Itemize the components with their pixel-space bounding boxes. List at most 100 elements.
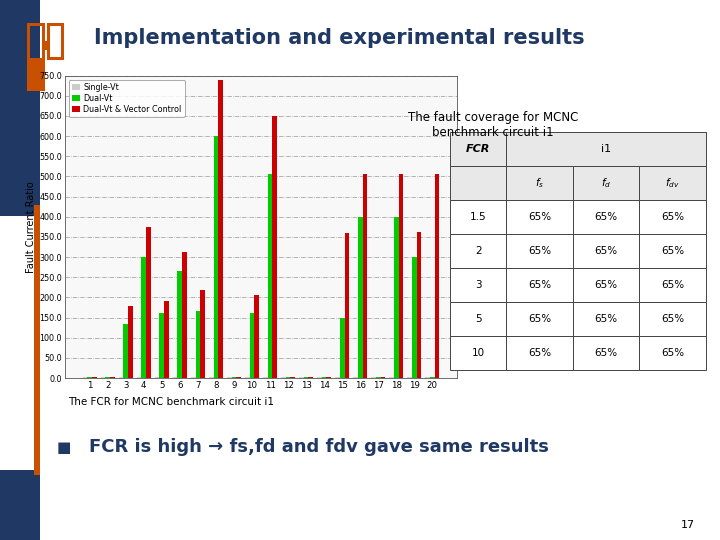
Bar <box>299 377 304 378</box>
Bar <box>408 377 412 378</box>
Bar <box>450 166 506 200</box>
Bar <box>146 227 150 378</box>
Text: 2: 2 <box>474 246 482 256</box>
Bar <box>506 336 572 370</box>
Bar <box>29 58 42 89</box>
Bar <box>227 377 232 378</box>
Bar <box>191 377 196 378</box>
Text: 65%: 65% <box>594 246 618 256</box>
Text: 65%: 65% <box>594 212 618 222</box>
Bar <box>506 234 572 268</box>
Text: The FCR for MCNC benchmark circuit i1: The FCR for MCNC benchmark circuit i1 <box>68 397 274 407</box>
Bar <box>639 336 706 370</box>
Bar <box>254 294 259 378</box>
Bar <box>141 257 146 378</box>
Bar <box>381 377 385 378</box>
Bar <box>290 377 295 378</box>
Bar <box>450 234 506 268</box>
Bar <box>430 377 435 378</box>
Bar <box>42 41 48 50</box>
Text: 65%: 65% <box>528 212 551 222</box>
Bar <box>639 234 706 268</box>
Bar <box>308 377 313 378</box>
Bar <box>286 377 290 378</box>
Text: i1: i1 <box>601 144 611 154</box>
Bar <box>322 377 326 378</box>
Bar <box>372 377 376 378</box>
Bar <box>335 377 340 378</box>
Bar <box>137 377 141 378</box>
Text: 65%: 65% <box>594 314 618 324</box>
Bar <box>304 377 308 378</box>
Text: 65%: 65% <box>594 348 618 358</box>
Text: $f_d$: $f_d$ <box>600 177 611 190</box>
Bar <box>506 302 572 336</box>
Text: 65%: 65% <box>528 314 551 324</box>
Text: 65%: 65% <box>661 314 684 324</box>
Bar <box>417 232 421 378</box>
Bar <box>390 377 394 378</box>
Bar <box>450 302 506 336</box>
Bar <box>110 377 114 378</box>
Text: FCR is high → fs,fd and fdv gave same results: FCR is high → fs,fd and fdv gave same re… <box>89 438 549 456</box>
Bar <box>572 302 639 336</box>
Bar <box>506 200 572 234</box>
Text: 5: 5 <box>474 314 482 324</box>
Y-axis label: Fault Current Ratio: Fault Current Ratio <box>27 181 37 273</box>
Bar <box>506 166 572 200</box>
Bar <box>119 377 123 378</box>
Bar <box>412 257 417 378</box>
Bar <box>182 252 187 378</box>
Bar <box>101 377 105 378</box>
Bar <box>173 377 178 378</box>
Bar <box>245 377 250 378</box>
Text: 65%: 65% <box>528 280 551 290</box>
Bar <box>376 377 381 378</box>
Bar <box>268 174 272 378</box>
Text: The fault coverage for MCNC
benchmark circuit i1: The fault coverage for MCNC benchmark ci… <box>408 111 578 139</box>
Bar <box>200 290 205 378</box>
Bar <box>572 200 639 234</box>
Text: Implementation and experimental results: Implementation and experimental results <box>94 28 584 48</box>
Bar <box>214 136 218 378</box>
Bar <box>0 0 40 216</box>
Bar <box>435 174 439 378</box>
Bar <box>506 132 706 166</box>
Bar <box>340 318 344 378</box>
Text: $f_s$: $f_s$ <box>535 177 544 190</box>
Bar <box>639 200 706 234</box>
Bar <box>92 377 96 378</box>
Bar <box>450 200 506 234</box>
Text: 65%: 65% <box>661 348 684 358</box>
Bar <box>639 302 706 336</box>
Text: 65%: 65% <box>528 246 551 256</box>
Bar <box>178 271 182 378</box>
Bar <box>450 268 506 302</box>
Bar <box>426 377 430 378</box>
Bar <box>639 268 706 302</box>
Text: 65%: 65% <box>661 246 684 256</box>
Bar <box>639 166 706 200</box>
Bar <box>29 24 42 89</box>
Bar <box>218 79 223 378</box>
Bar <box>572 234 639 268</box>
Bar <box>281 377 286 378</box>
Bar <box>344 233 349 378</box>
Bar <box>83 377 87 378</box>
Bar <box>34 205 40 475</box>
Text: 17: 17 <box>680 520 695 530</box>
Bar <box>232 377 236 378</box>
Bar <box>236 377 241 378</box>
Text: ■: ■ <box>56 440 71 455</box>
Bar <box>209 377 214 378</box>
Bar <box>450 336 506 370</box>
Bar <box>128 306 132 378</box>
Bar <box>326 377 331 378</box>
Text: 65%: 65% <box>528 348 551 358</box>
Bar <box>506 268 572 302</box>
Text: $f_{dv}$: $f_{dv}$ <box>665 177 680 190</box>
Bar <box>399 174 403 378</box>
Text: 65%: 65% <box>661 212 684 222</box>
Text: 65%: 65% <box>661 280 684 290</box>
Bar <box>87 377 92 378</box>
